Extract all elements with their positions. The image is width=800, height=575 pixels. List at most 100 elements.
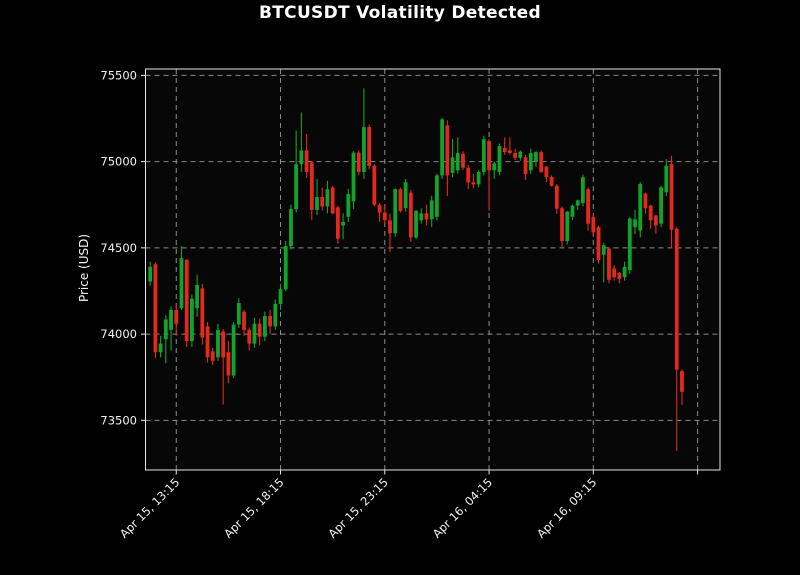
candle-body <box>617 272 622 279</box>
candle-body <box>554 185 559 209</box>
candle-body <box>325 189 330 207</box>
candle-body <box>435 175 439 217</box>
candle-body <box>289 209 293 247</box>
candle-body <box>539 152 544 172</box>
candle-body <box>184 259 189 341</box>
candle-body <box>544 166 549 177</box>
candle-body <box>534 152 538 162</box>
candle-body <box>309 162 314 210</box>
candle-body <box>669 164 674 230</box>
candle-body <box>659 187 663 224</box>
candle-body <box>664 165 669 193</box>
candle-body <box>414 210 418 238</box>
candle-body <box>633 219 637 228</box>
candle-body <box>565 211 570 241</box>
x-tick-label: Apr 16, 09:15 <box>534 475 600 541</box>
candle-body <box>398 189 403 211</box>
candle-body <box>596 227 601 260</box>
candle-body <box>607 248 611 280</box>
candle-body <box>586 189 591 224</box>
x-tick-label: Apr 16, 04:15 <box>430 475 496 541</box>
candle-body <box>278 289 283 304</box>
candle-body <box>627 218 632 271</box>
candle-body <box>487 140 491 171</box>
y-tick-label: 74500 <box>100 241 137 255</box>
y-tick-label: 75500 <box>100 68 137 82</box>
candle-body <box>601 245 606 255</box>
candle-body <box>226 352 231 376</box>
plot-area <box>145 69 720 470</box>
candle-body <box>210 351 215 361</box>
y-tick-label: 75000 <box>100 155 137 169</box>
candle-body <box>408 192 413 238</box>
candle-body <box>445 125 450 176</box>
candle-body <box>216 329 220 358</box>
candle-body <box>299 150 304 165</box>
candle-body <box>179 258 184 309</box>
candle-body <box>335 207 340 239</box>
x-tick-label: Apr 15, 23:15 <box>325 475 391 541</box>
candle-body <box>382 212 387 221</box>
candle-body <box>236 303 241 325</box>
candle-body <box>221 331 226 358</box>
candle-body <box>481 139 486 172</box>
candle-body <box>163 319 168 340</box>
candle-body <box>205 326 210 358</box>
candle-body <box>622 266 627 278</box>
candle-body <box>680 371 684 392</box>
candle-body <box>200 288 205 338</box>
candle-body <box>580 177 585 204</box>
candle-body <box>591 216 596 233</box>
candle-body <box>638 184 643 231</box>
candle-body <box>476 171 481 185</box>
candle-body <box>231 324 236 376</box>
candle-body <box>294 164 299 210</box>
candle-body <box>247 329 252 344</box>
candle-body <box>508 150 512 153</box>
candle-body <box>169 309 173 330</box>
candle-body <box>356 152 361 172</box>
candle-body <box>612 268 617 278</box>
candle-body <box>461 153 465 168</box>
candle-body <box>283 246 288 290</box>
x-tick-label: Apr 15, 18:15 <box>221 475 287 541</box>
chart-title: BTCUSDT Volatility Detected <box>259 3 541 23</box>
candle-body <box>393 189 398 234</box>
candle-body <box>377 204 382 213</box>
candle-body <box>523 157 528 175</box>
candle-body <box>148 266 153 282</box>
candle-body <box>518 151 523 158</box>
candle-body <box>497 146 502 172</box>
candle-body <box>315 196 319 210</box>
candle-body <box>450 157 455 173</box>
candle-body <box>424 213 429 220</box>
candle-body <box>549 176 554 186</box>
candle-body <box>492 163 497 171</box>
candle-body <box>362 127 366 172</box>
candle-body <box>304 150 309 172</box>
candle-body <box>330 187 335 214</box>
candle-body <box>528 152 533 171</box>
axes-spines <box>145 68 721 471</box>
candle-body <box>560 208 564 241</box>
candle-body <box>403 182 408 209</box>
candle-body <box>346 194 351 217</box>
candle-body <box>257 323 262 337</box>
candle-body <box>273 303 278 327</box>
candle-body <box>674 228 679 370</box>
candle-body <box>158 343 163 353</box>
candle-body <box>153 264 158 353</box>
candle-body <box>174 309 179 324</box>
candle-body <box>575 200 580 206</box>
candle-body <box>262 315 267 337</box>
candle-body <box>648 205 653 221</box>
candle-body <box>268 315 272 327</box>
candle-body <box>502 147 507 153</box>
candle-body <box>195 284 200 309</box>
y-tick-label: 73500 <box>100 413 137 427</box>
x-tick-label: Apr 15, 13:15 <box>117 475 183 541</box>
candle-body <box>320 196 325 207</box>
candle-body <box>643 193 648 209</box>
